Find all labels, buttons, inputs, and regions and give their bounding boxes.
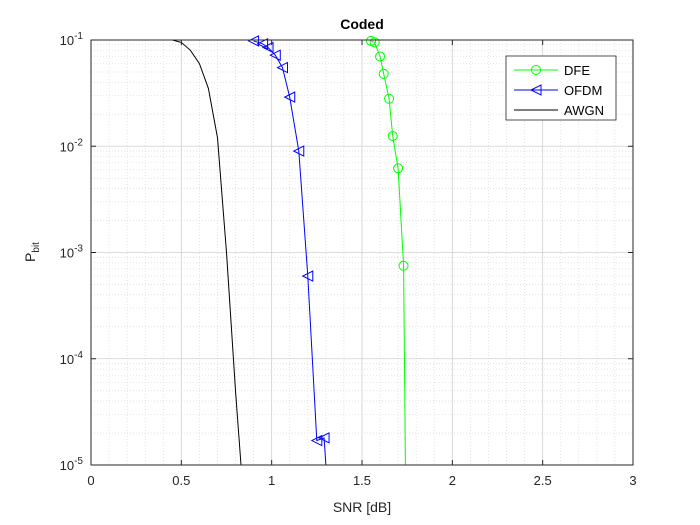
- point-ofdm: [310, 434, 323, 447]
- x-axis-label: SNR [dB]: [333, 499, 391, 515]
- x-tick-label: 2.5: [534, 473, 552, 488]
- legend-item-ofdm: OFDM: [514, 83, 602, 98]
- point-ofdm: [317, 432, 330, 444]
- chart-title: Coded: [340, 16, 384, 32]
- legend-label: DFE: [564, 63, 590, 78]
- x-tick-label: 1: [268, 473, 275, 488]
- series-dfe: [366, 35, 409, 466]
- series-ofdm: [247, 35, 330, 466]
- x-tick-label: 1.5: [353, 473, 371, 488]
- legend: DFE OFDM AWGN: [505, 55, 617, 121]
- point-dfe: [375, 51, 386, 62]
- x-tick-label: 3: [629, 473, 636, 488]
- legend-label: OFDM: [564, 83, 602, 98]
- x-tick-label: 0: [87, 473, 94, 488]
- y-tick-label: 10-5: [60, 456, 84, 473]
- x-axis-ticks: 0 0.5 1 1.5 2 2.5 3: [87, 40, 637, 488]
- x-tick-label: 2: [449, 473, 456, 488]
- point-ofdm: [261, 41, 274, 54]
- point-ofdm: [283, 91, 296, 103]
- y-axis-label-main: P: [22, 253, 38, 262]
- y-axis-label-sub: bit: [31, 242, 42, 253]
- legend-box: [505, 55, 617, 121]
- point-ofdm: [247, 35, 260, 47]
- legend-item-dfe: DFE: [514, 63, 590, 78]
- y-axis-label: Pbit: [22, 242, 42, 262]
- series-line-awgn: [172, 39, 242, 466]
- y-tick-label: 10-4: [60, 350, 84, 367]
- legend-item-awgn: AWGN: [514, 103, 604, 118]
- series-line-dfe: [370, 40, 406, 466]
- series-layer: [172, 35, 409, 466]
- point-dfe: [398, 260, 409, 271]
- legend-marker: [529, 84, 542, 96]
- y-tick-label: 10-1: [60, 31, 84, 48]
- point-ofdm: [292, 145, 305, 157]
- point-ofdm: [256, 38, 269, 50]
- y-axis-ticks: 10-1 10-2 10-3 10-4 10-5: [60, 31, 633, 473]
- point-ofdm: [269, 49, 281, 61]
- y-tick-label: 10-3: [60, 244, 84, 261]
- svg-text:Pbit: Pbit: [22, 242, 42, 262]
- legend-label: AWGN: [564, 103, 604, 118]
- point-ofdm: [276, 61, 289, 74]
- series-awgn: [172, 39, 242, 466]
- point-dfe: [369, 37, 380, 48]
- point-ofdm: [301, 270, 314, 282]
- legend-marker: [531, 65, 541, 75]
- point-dfe: [387, 130, 398, 141]
- point-dfe: [378, 68, 389, 79]
- y-tick-label: 10-2: [60, 137, 84, 154]
- point-dfe: [384, 93, 395, 104]
- x-tick-label: 0.5: [172, 473, 190, 488]
- point-dfe: [393, 163, 404, 174]
